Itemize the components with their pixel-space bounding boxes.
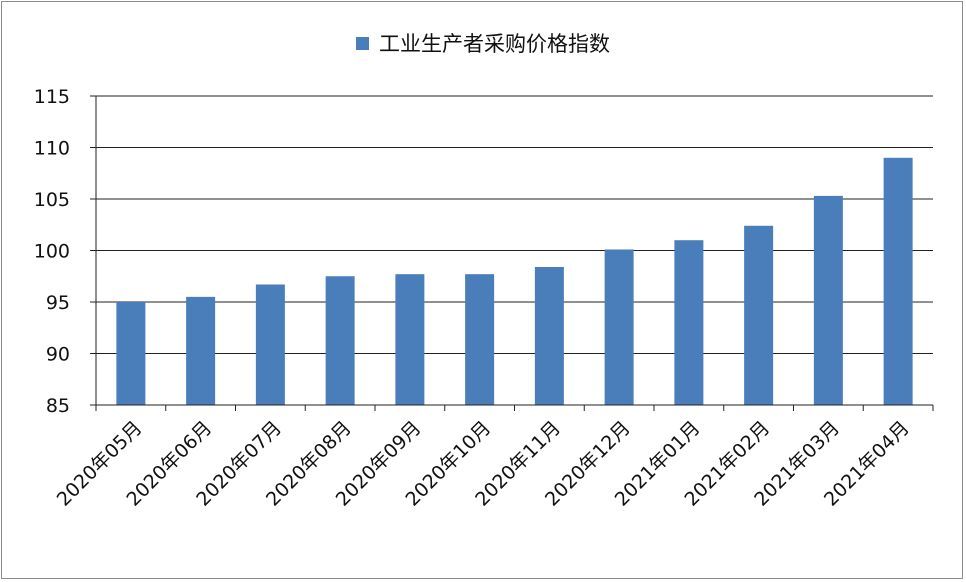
bar: [534, 266, 564, 405]
bar: [186, 296, 216, 405]
legend-label: 工业生产者采购价格指数: [379, 32, 610, 56]
bar: [465, 274, 495, 405]
bar: [325, 276, 355, 405]
gridlines: [96, 95, 933, 406]
bar: [744, 225, 774, 405]
y-tick-label: 110: [34, 138, 70, 160]
bar: [255, 284, 285, 405]
bar: [883, 157, 913, 405]
bar: [813, 195, 843, 405]
bars: [116, 157, 913, 405]
y-tick-label: 85: [46, 395, 70, 417]
y-tick-label: 95: [46, 292, 70, 314]
y-tick-label: 90: [46, 344, 70, 366]
bar: [116, 302, 146, 405]
legend-swatch: [356, 36, 369, 50]
chart-legend: 工业生产者采购价格指数: [0, 28, 966, 58]
y-tick-label: 115: [34, 86, 70, 108]
bar: [674, 240, 704, 405]
bar: [604, 249, 634, 405]
y-tick-label: 105: [34, 189, 70, 211]
y-tick-label: 100: [34, 241, 70, 263]
bar: [395, 274, 425, 405]
